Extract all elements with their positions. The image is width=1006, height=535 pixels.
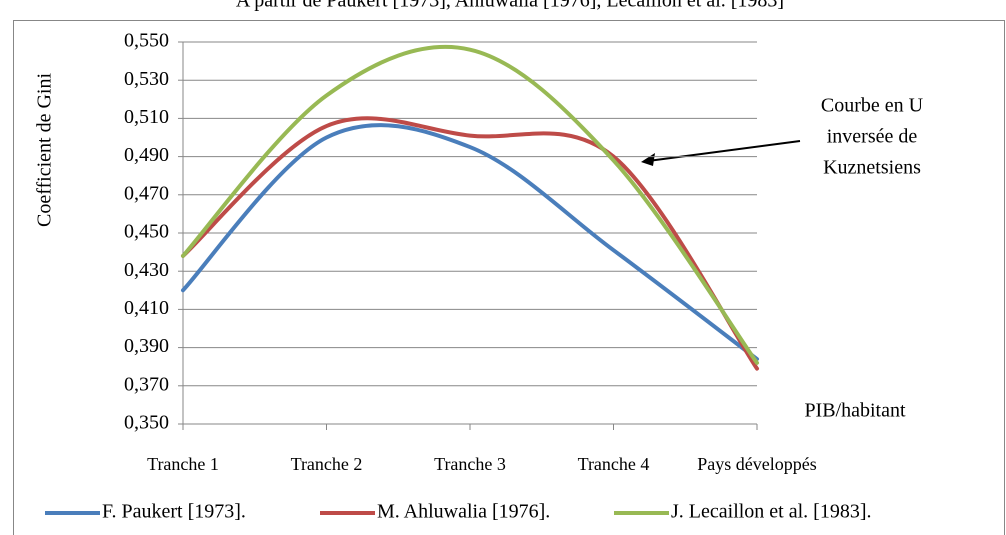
y-tick-label: 0,370 <box>124 373 169 395</box>
y-tick-label: 0,470 <box>124 182 169 204</box>
x-tick-label: Pays développés <box>697 454 816 474</box>
x-tick-label: Tranche 1 <box>147 454 219 474</box>
chart-title: A partir de Paukert [1973], Ahluwalia [1… <box>236 0 784 12</box>
y-tick-label: 0,450 <box>124 221 169 243</box>
x-axis-label: PIB/habitant <box>804 400 906 422</box>
series-line <box>181 116 759 371</box>
chart-frame <box>13 20 1005 535</box>
annotation-line: Kuznetsiens <box>823 157 921 179</box>
y-tick-label: 0,430 <box>124 259 169 281</box>
y-tick-label: 0,490 <box>124 144 169 166</box>
annotation-arrow <box>641 140 801 166</box>
legend-label: J. Lecaillon et al. [1983]. <box>671 501 872 523</box>
legend-label: M. Ahluwalia [1976]. <box>377 501 550 523</box>
annotation-line: inversée de <box>827 126 918 148</box>
x-tick-label: Tranche 4 <box>578 454 650 474</box>
y-tick-label: 0,530 <box>124 68 169 90</box>
legend-label: F. Paukert [1973]. <box>102 501 246 523</box>
y-axis-label: Coefficient de Gini <box>34 73 56 227</box>
series-line <box>181 123 759 362</box>
series-line <box>181 44 759 365</box>
y-tick-label: 0,550 <box>124 30 169 52</box>
annotation-line: Courbe en U <box>821 95 924 117</box>
y-tick-label: 0,390 <box>124 335 169 357</box>
x-tick-label: Tranche 3 <box>434 454 506 474</box>
y-tick-label: 0,410 <box>124 297 169 319</box>
x-tick-label: Tranche 2 <box>291 454 363 474</box>
y-tick-label: 0,510 <box>124 106 169 128</box>
y-tick-label: 0,350 <box>124 412 169 434</box>
